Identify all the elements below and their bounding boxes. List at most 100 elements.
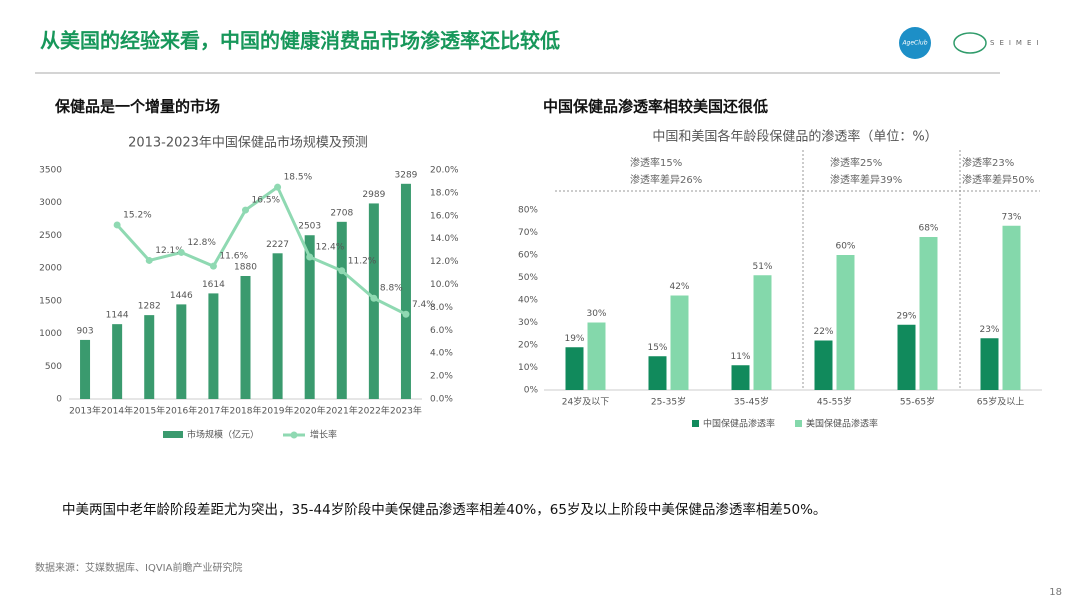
data-label: 68% bbox=[918, 224, 938, 234]
y-tick-label: 2500 bbox=[39, 231, 62, 241]
y-tick-label: 0 bbox=[56, 395, 62, 405]
annotation: 渗透率差异26% bbox=[630, 173, 702, 186]
bar bbox=[836, 255, 855, 390]
data-label: 903 bbox=[76, 326, 93, 336]
data-label: 1880 bbox=[234, 262, 257, 272]
data-label: 1614 bbox=[202, 280, 225, 290]
y-tick-label: 50% bbox=[518, 273, 538, 283]
annotation: 渗透率25% bbox=[830, 156, 882, 169]
line-point bbox=[306, 253, 314, 261]
y2-tick-label: 20.0% bbox=[430, 166, 459, 176]
y-tick-label: 20% bbox=[518, 341, 538, 351]
source: 数据来源：艾媒数据库、IQVIA前瞻产业研究院 bbox=[35, 561, 242, 574]
data-label: 11.6% bbox=[219, 252, 248, 262]
data-label: 29% bbox=[896, 311, 916, 321]
y2-tick-label: 10.0% bbox=[430, 280, 459, 290]
logo-icon bbox=[899, 27, 931, 59]
x-tick-label: 2018年 bbox=[230, 405, 262, 417]
legend-swatch bbox=[795, 420, 802, 427]
y-tick-label: 40% bbox=[518, 296, 538, 306]
bar bbox=[80, 339, 91, 399]
y2-tick-label: 18.0% bbox=[430, 188, 459, 198]
data-label: 3289 bbox=[395, 170, 418, 180]
bar bbox=[272, 253, 283, 399]
bar bbox=[587, 322, 606, 390]
annotation: 渗透率15% bbox=[630, 156, 682, 169]
logo-icon bbox=[953, 32, 987, 54]
chart-title: 中国和美国各年龄段保健品的渗透率（单位：%） bbox=[652, 129, 937, 145]
chart-title: 2013-2023年中国保健品市场规模及预测 bbox=[128, 135, 368, 151]
data-label: 2989 bbox=[362, 190, 385, 200]
y-tick-label: 1000 bbox=[39, 329, 62, 339]
section-heading: 保健品是一个增量的市场 bbox=[54, 98, 220, 116]
data-label: 19% bbox=[564, 334, 584, 344]
x-tick-label: 35-45岁 bbox=[734, 396, 769, 408]
data-label: 1446 bbox=[170, 291, 193, 301]
legend-label: 中国保健品渗透率 bbox=[703, 418, 775, 430]
line-point bbox=[338, 267, 346, 275]
bar bbox=[240, 275, 251, 399]
y-tick-label: 80% bbox=[518, 206, 538, 216]
legend-swatch bbox=[163, 431, 183, 438]
page-number: 18 bbox=[1049, 587, 1062, 598]
data-label: 51% bbox=[752, 262, 772, 272]
y-tick-label: 70% bbox=[518, 228, 538, 238]
bar bbox=[144, 315, 155, 399]
annotation: 渗透率23% bbox=[962, 156, 1014, 169]
y-tick-label: 2000 bbox=[39, 264, 62, 274]
logo-text: AgeClub bbox=[901, 40, 927, 47]
bar bbox=[648, 356, 667, 390]
x-tick-label: 2014年 bbox=[101, 405, 133, 417]
bar bbox=[753, 275, 772, 390]
y-tick-label: 10% bbox=[518, 363, 538, 373]
data-label: 2227 bbox=[266, 240, 289, 250]
logo-text: SEIMEI bbox=[990, 39, 1043, 47]
legend-swatch bbox=[692, 420, 699, 427]
line-point bbox=[177, 248, 185, 256]
bar bbox=[112, 324, 123, 399]
summary: 中美两国中老年龄阶段差距尤为突出，35-44岁阶段中美保健品渗透率相差40%，6… bbox=[62, 501, 826, 518]
data-label: 11% bbox=[730, 352, 750, 362]
x-tick-label: 2021年 bbox=[326, 405, 358, 417]
bar bbox=[670, 295, 689, 390]
x-tick-label: 2016年 bbox=[165, 405, 197, 417]
x-tick-label: 2015年 bbox=[133, 405, 165, 417]
data-label: 16.5% bbox=[252, 196, 281, 206]
y2-tick-label: 14.0% bbox=[430, 234, 459, 244]
data-label: 73% bbox=[1001, 212, 1021, 222]
data-label: 15% bbox=[647, 343, 667, 353]
bar bbox=[208, 293, 219, 399]
data-label: 60% bbox=[835, 242, 855, 252]
x-tick-label: 25-35岁 bbox=[651, 396, 686, 408]
legend-label: 美国保健品渗透率 bbox=[806, 418, 878, 430]
y2-tick-label: 2.0% bbox=[430, 372, 453, 382]
y2-tick-label: 6.0% bbox=[430, 326, 453, 336]
data-label: 23% bbox=[979, 325, 999, 335]
data-label: 30% bbox=[586, 309, 606, 319]
line-point bbox=[145, 256, 153, 264]
bar bbox=[565, 347, 584, 390]
legend-label: 增长率 bbox=[310, 429, 337, 441]
y2-tick-label: 0.0% bbox=[430, 395, 453, 405]
annotation: 渗透率差异39% bbox=[830, 173, 902, 186]
data-label: 7.4% bbox=[412, 300, 435, 310]
y-tick-label: 500 bbox=[45, 362, 62, 372]
y-tick-label: 3500 bbox=[39, 166, 62, 176]
y2-tick-label: 8.0% bbox=[430, 303, 453, 313]
bar bbox=[980, 338, 999, 390]
y2-tick-label: 16.0% bbox=[430, 211, 459, 221]
bar bbox=[731, 365, 750, 390]
y2-tick-label: 4.0% bbox=[430, 349, 453, 359]
bar bbox=[919, 237, 938, 390]
section-heading: 中国保健品渗透率相较美国还很低 bbox=[543, 98, 768, 116]
line-point bbox=[370, 294, 378, 302]
annotation: 渗透率差异50% bbox=[962, 173, 1034, 186]
line-point bbox=[402, 310, 410, 318]
line-point bbox=[274, 183, 282, 191]
data-label: 1144 bbox=[106, 311, 129, 321]
bar bbox=[304, 235, 315, 399]
bar bbox=[400, 183, 411, 399]
x-tick-label: 2020年 bbox=[294, 405, 326, 417]
x-tick-label: 2023年 bbox=[390, 405, 422, 417]
